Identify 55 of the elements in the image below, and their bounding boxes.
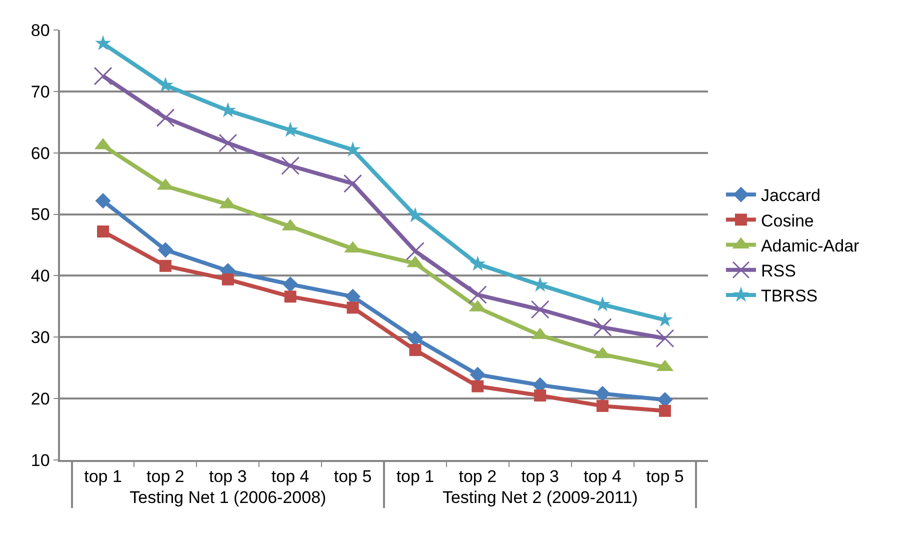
point xyxy=(284,290,296,303)
y-tick-label: 70 xyxy=(30,82,50,102)
point xyxy=(658,404,671,417)
x-tick-label: top 4 xyxy=(584,467,622,486)
y-tick-label: 20 xyxy=(30,390,50,409)
x-tick-label: top 1 xyxy=(84,467,122,486)
point xyxy=(159,260,172,272)
legend-label: Jaccard xyxy=(760,186,820,206)
y-tick-label: 10 xyxy=(30,450,50,470)
point xyxy=(344,174,362,193)
point xyxy=(472,380,484,392)
text: Testing Net 1 (2006-2008) xyxy=(130,488,326,508)
point xyxy=(407,330,424,346)
y-tick-label: 60 xyxy=(30,144,50,163)
point xyxy=(470,256,486,271)
y-tick-label: 40 xyxy=(30,266,50,286)
y-tick-label: 80 xyxy=(30,20,50,40)
point xyxy=(95,192,111,209)
point xyxy=(346,302,359,314)
point xyxy=(593,318,612,337)
point xyxy=(468,286,487,304)
x-tick-label: top 5 xyxy=(334,467,372,486)
point xyxy=(596,400,609,412)
point xyxy=(282,276,298,292)
point xyxy=(158,242,174,258)
point xyxy=(281,156,300,176)
point xyxy=(157,76,174,92)
x-tick-label: top 5 xyxy=(646,467,684,486)
point xyxy=(218,134,238,152)
legend-label: RSS xyxy=(760,261,796,280)
x-tick-label: top 2 xyxy=(458,467,497,486)
point xyxy=(94,66,112,86)
point xyxy=(97,225,110,238)
point xyxy=(530,300,550,319)
point xyxy=(656,329,674,348)
x-tick-label: top 3 xyxy=(521,467,560,486)
point xyxy=(406,242,424,260)
x-tick-label: top 2 xyxy=(146,467,184,486)
x-tick-label: top 1 xyxy=(396,467,434,486)
point xyxy=(470,366,486,382)
legend-label: TBRSS xyxy=(760,286,818,306)
point xyxy=(407,207,424,222)
point xyxy=(222,273,234,286)
point xyxy=(534,390,546,402)
legend-label: Adamic-Adar xyxy=(760,236,860,256)
point xyxy=(95,35,112,50)
y-tick-label: 30 xyxy=(30,328,50,348)
x-tick-label: top 3 xyxy=(208,467,247,486)
point xyxy=(594,386,610,402)
y-tick-label: 50 xyxy=(30,205,50,224)
point xyxy=(409,344,422,356)
legend-label: Cosine xyxy=(760,211,814,230)
point xyxy=(156,108,175,128)
text: Testing Net 2 (2009-2011) xyxy=(442,488,638,508)
x-tick-label: top 4 xyxy=(271,467,310,486)
